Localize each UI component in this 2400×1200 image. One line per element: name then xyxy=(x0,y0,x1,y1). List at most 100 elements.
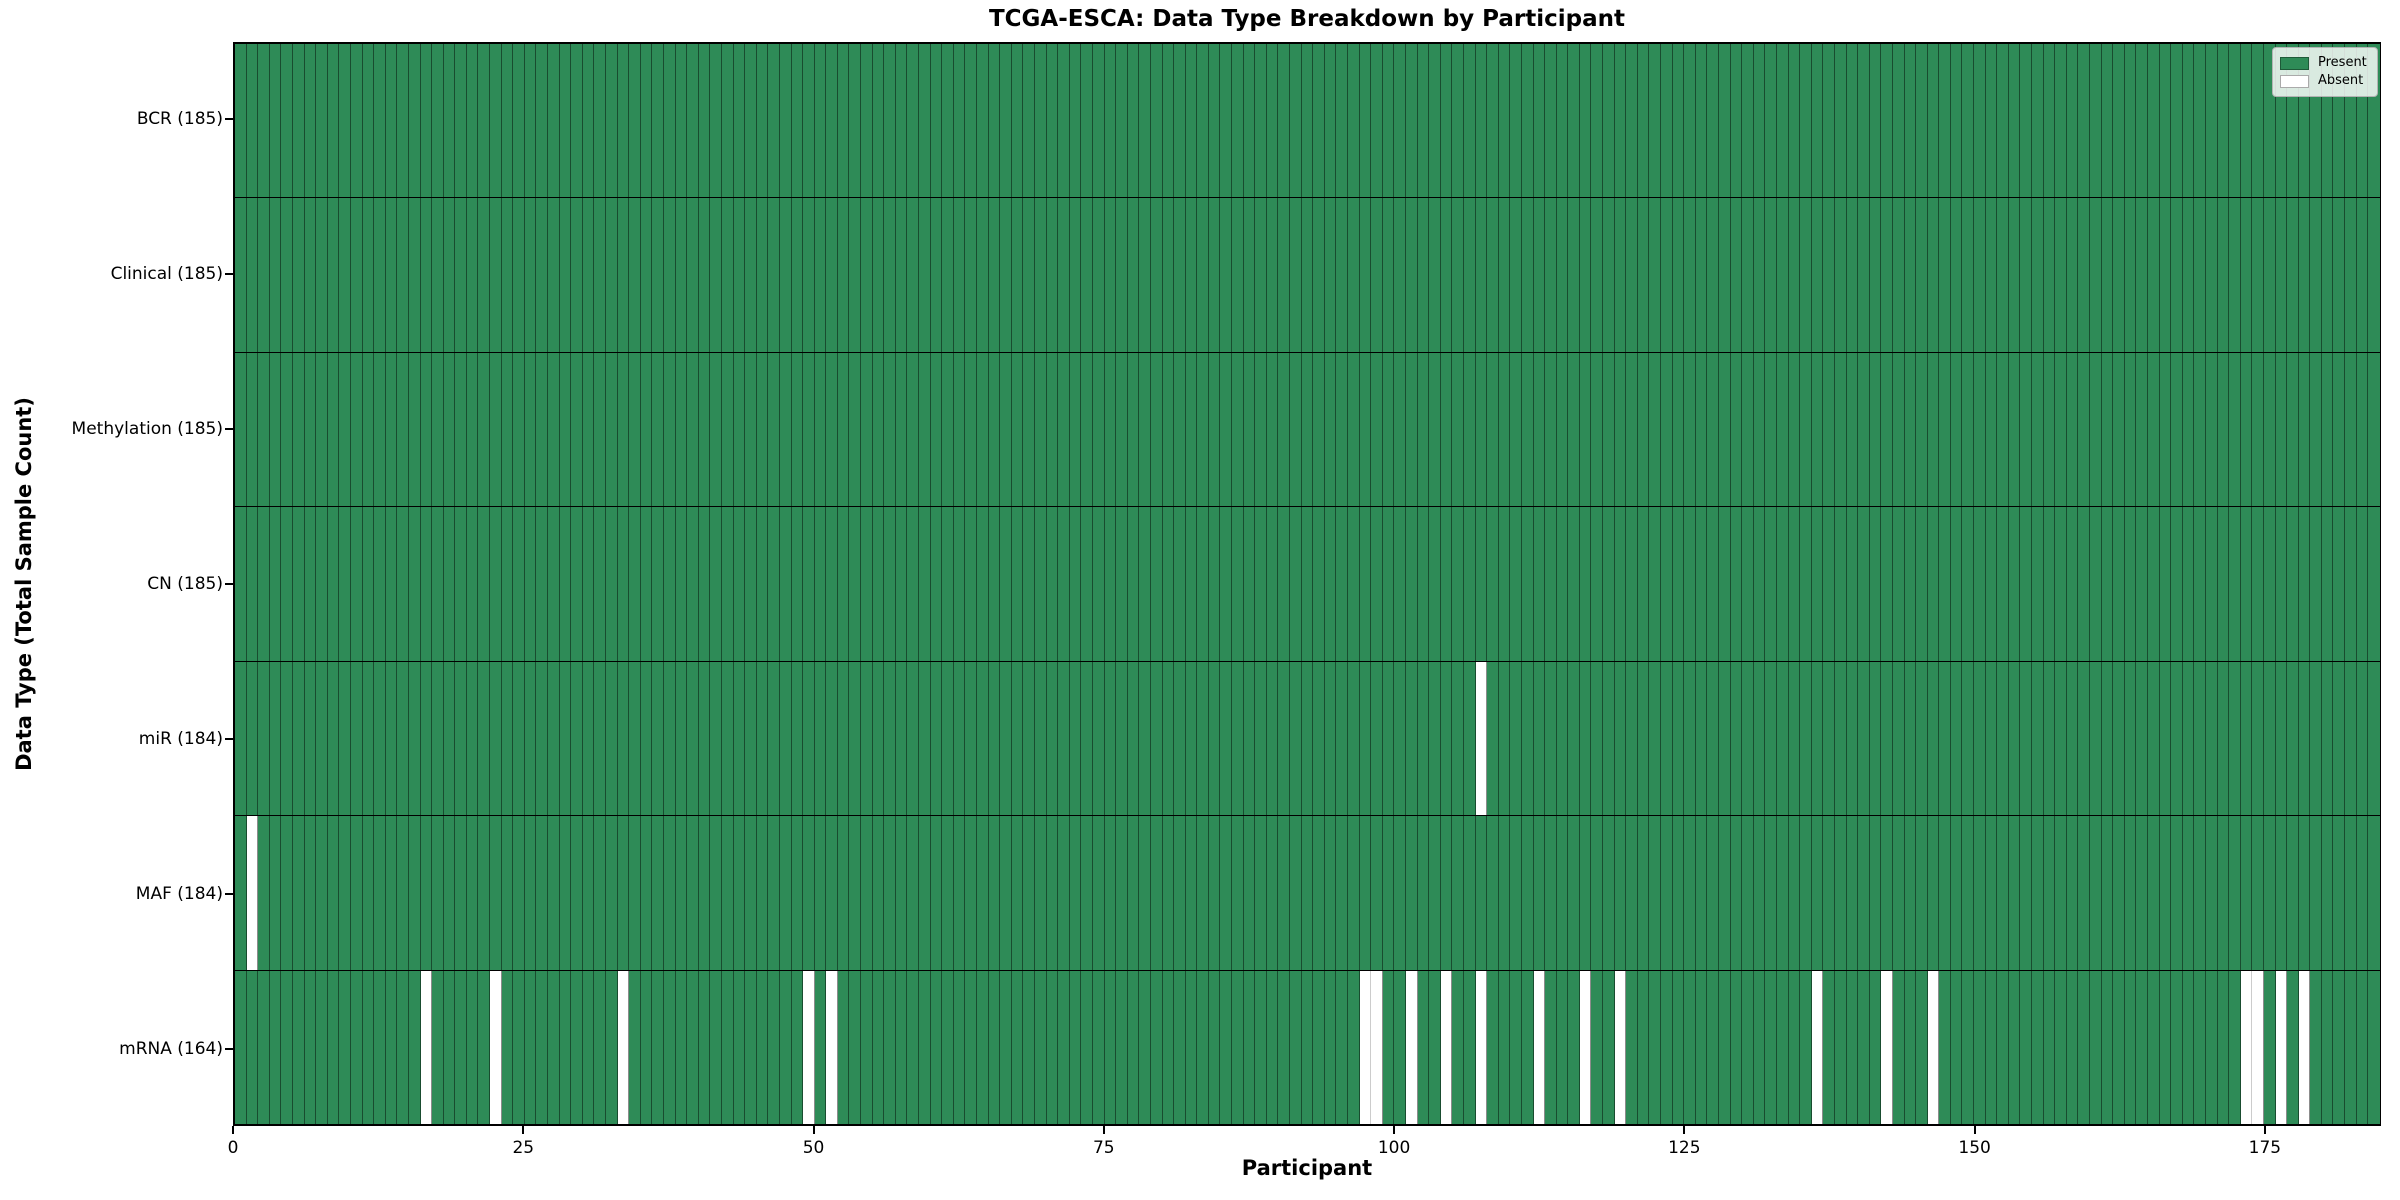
participant-cell xyxy=(872,198,885,352)
participant-cell xyxy=(1823,816,1835,970)
participant-cell xyxy=(2252,507,2264,661)
participant-cell xyxy=(1313,816,1325,970)
participant-cell xyxy=(466,44,479,198)
participant-cell xyxy=(1974,816,1986,970)
participant-cell xyxy=(1881,507,1893,661)
participant-cell xyxy=(629,44,641,198)
participant-cell xyxy=(606,198,618,352)
participant-cell xyxy=(1475,816,1488,970)
participant-cell xyxy=(1011,198,1024,352)
participant-cell xyxy=(2217,44,2230,198)
participant-cell xyxy=(1811,816,1824,970)
participant-cell xyxy=(884,661,896,816)
participant-cell xyxy=(1545,352,1557,507)
participant-cell xyxy=(1394,198,1406,352)
participant-cell xyxy=(1637,198,1650,352)
participant-cell xyxy=(1394,352,1406,507)
participant-cell xyxy=(1916,352,1928,507)
participant-cell xyxy=(1046,198,1059,352)
participant-cell xyxy=(1324,970,1337,1124)
participant-cell xyxy=(2263,970,2276,1124)
participant-cell xyxy=(1603,507,1615,661)
participant-cell xyxy=(1463,198,1476,352)
participant-cell xyxy=(443,352,456,507)
participant-cell xyxy=(1719,816,1731,970)
participant-cell xyxy=(385,970,398,1124)
participant-cell xyxy=(965,970,977,1124)
participant-cell xyxy=(1800,970,1812,1124)
participant-cell xyxy=(687,507,699,661)
participant-cell xyxy=(652,198,664,352)
participant-cell xyxy=(2171,816,2183,970)
participant-cell xyxy=(2078,198,2090,352)
participant-cell xyxy=(385,352,398,507)
participant-cell xyxy=(571,816,583,970)
participant-cell xyxy=(432,816,444,970)
participant-cell xyxy=(1348,507,1360,661)
participant-cell xyxy=(1591,352,1604,507)
participant-cell xyxy=(1232,352,1244,507)
participant-cell xyxy=(1498,507,1511,661)
participant-cell xyxy=(1348,816,1360,970)
participant-cell xyxy=(884,44,896,198)
participant-cell xyxy=(1000,507,1012,661)
participant-cell xyxy=(1081,198,1093,352)
participant-cell xyxy=(721,44,734,198)
participant-cell xyxy=(2124,44,2137,198)
participant-cell xyxy=(350,44,363,198)
participant-cell xyxy=(826,816,838,970)
participant-cell xyxy=(1359,970,1372,1124)
participant-cell xyxy=(2229,352,2241,507)
participant-cell xyxy=(1208,507,1221,661)
participant-cell xyxy=(559,507,572,661)
participant-cell xyxy=(1881,352,1893,507)
participant-cell xyxy=(1997,44,2009,198)
participant-cell xyxy=(2124,507,2137,661)
participant-cell xyxy=(1510,661,1522,816)
participant-cell xyxy=(2055,661,2067,816)
participant-cell xyxy=(559,198,572,352)
participant-cell xyxy=(1626,507,1638,661)
participant-cell xyxy=(582,816,595,970)
participant-cell xyxy=(1881,44,1893,198)
participant-cell xyxy=(1962,970,1975,1124)
participant-cell xyxy=(1603,44,1615,198)
participant-cell xyxy=(2194,816,2206,970)
participant-cell xyxy=(1869,816,1882,970)
participant-cell xyxy=(2136,970,2148,1124)
participant-cell xyxy=(1800,661,1812,816)
participant-cell xyxy=(339,970,351,1124)
participant-cell xyxy=(1313,970,1325,1124)
participant-cell xyxy=(1707,970,1719,1124)
participant-cell xyxy=(1150,816,1163,970)
participant-cell xyxy=(2345,970,2357,1124)
participant-cell xyxy=(1614,970,1627,1124)
participant-cell xyxy=(1371,507,1383,661)
participant-cell xyxy=(2090,44,2102,198)
participant-cell xyxy=(1695,661,1708,816)
participant-cell xyxy=(490,352,502,507)
participant-cell xyxy=(1834,816,1847,970)
participant-cell xyxy=(2205,198,2218,352)
participant-cell xyxy=(1023,198,1035,352)
participant-cell xyxy=(339,507,351,661)
participant-cell xyxy=(756,352,769,507)
participant-cell xyxy=(733,970,746,1124)
participant-cell xyxy=(304,816,317,970)
participant-cell xyxy=(594,507,606,661)
participant-cell xyxy=(1232,816,1244,970)
participant-cell xyxy=(768,816,780,970)
participant-cell xyxy=(432,198,444,352)
participant-cell xyxy=(1197,198,1209,352)
participant-cell xyxy=(362,507,375,661)
plot-area xyxy=(233,42,2381,1126)
participant-cell xyxy=(1324,507,1337,661)
participant-cell xyxy=(1127,970,1140,1124)
participant-cell xyxy=(687,661,699,816)
participant-cell xyxy=(2124,352,2137,507)
participant-cell xyxy=(1904,44,1917,198)
participant-cell xyxy=(594,44,606,198)
participant-cell xyxy=(837,44,850,198)
participant-cell xyxy=(2043,970,2056,1124)
participant-cell xyxy=(327,970,340,1124)
